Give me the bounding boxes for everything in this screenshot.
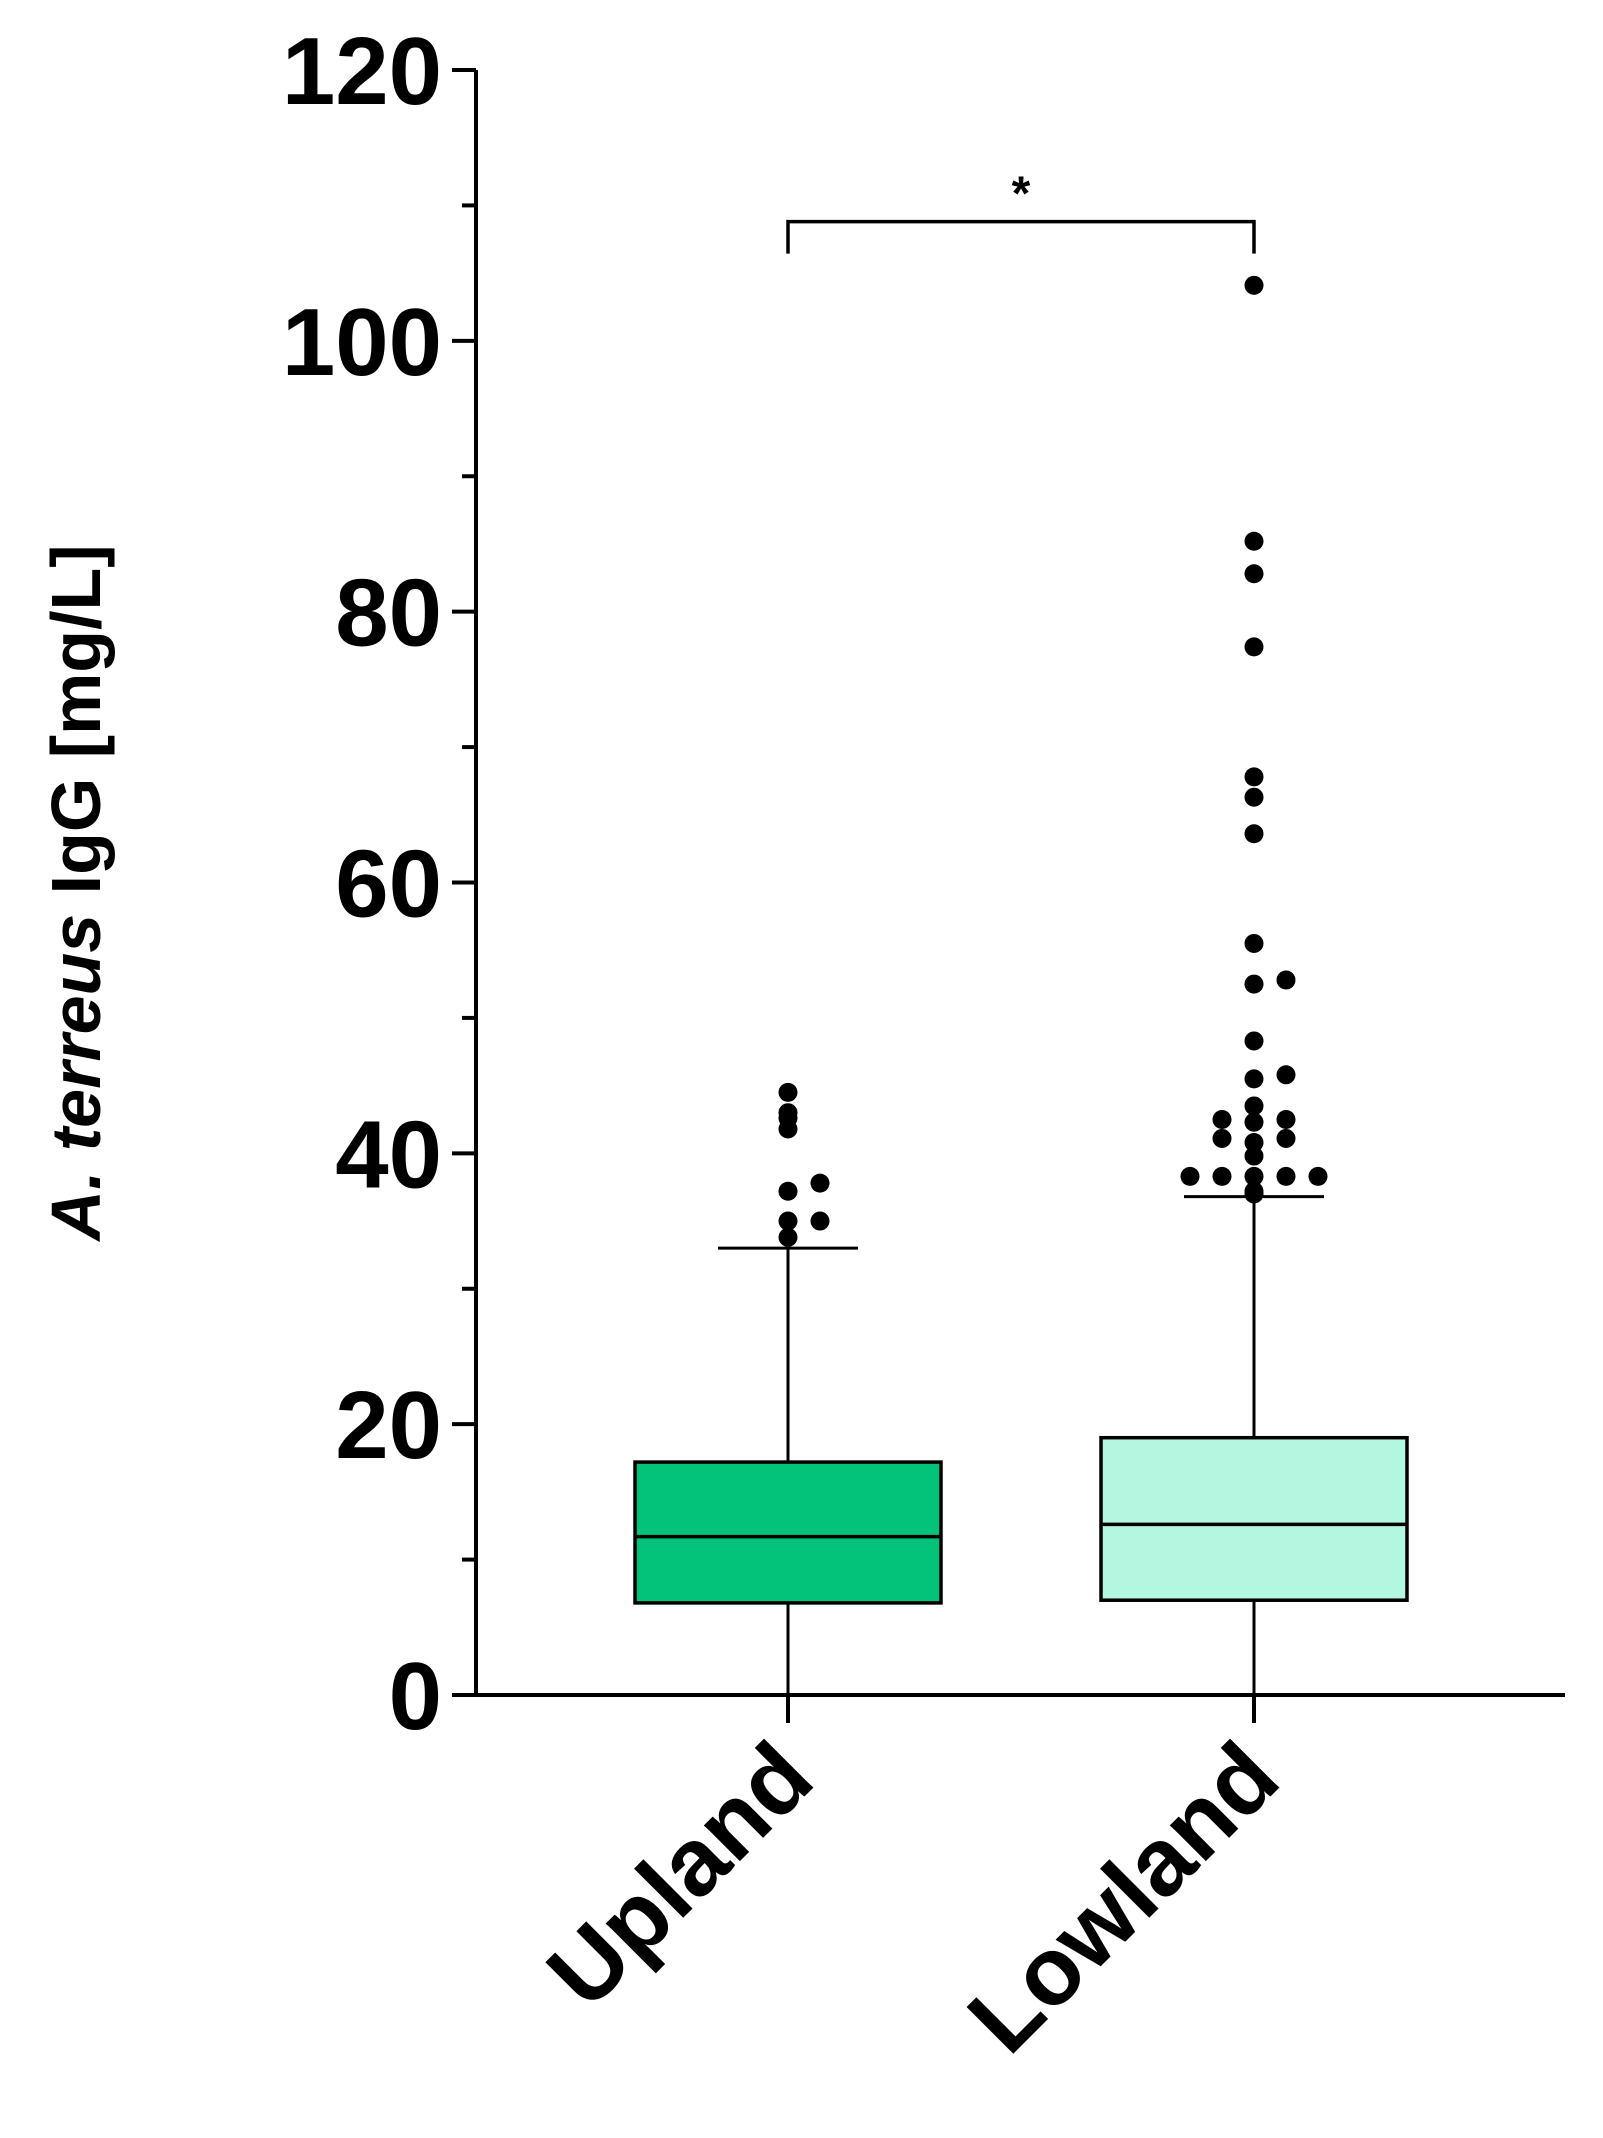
x-axis: Upland Lowland: [474, 1693, 1565, 2073]
outlier-point: [1244, 933, 1264, 953]
significance-label: *: [1012, 168, 1031, 221]
outlier-point: [1180, 1166, 1200, 1186]
outlier-point: [1244, 1112, 1264, 1132]
outlier-point: [1308, 1166, 1328, 1186]
boxes: [633, 275, 1409, 1695]
significance-line: [786, 219, 1256, 254]
y-tick-label: 60: [335, 831, 442, 938]
outlier-point: [1244, 275, 1264, 295]
outlier-point: [1276, 1065, 1296, 1085]
outlier-point: [1244, 637, 1264, 657]
y-axis-label-part: A. terreus: [37, 914, 115, 1243]
outlier-point: [1244, 974, 1264, 994]
outlier-point: [1244, 767, 1264, 787]
y-axis: 0 20 40 60 80 100 120: [282, 18, 478, 1750]
y-tick-label: 100: [282, 289, 442, 396]
outlier-point: [1244, 1146, 1264, 1166]
outlier-point: [1244, 1133, 1264, 1152]
iqr-box: [633, 1460, 943, 1605]
outlier-point: [1276, 1128, 1296, 1148]
outlier-point: [778, 1181, 798, 1201]
outlier-point: [1244, 787, 1264, 807]
box-lowland: [1099, 275, 1409, 1695]
outlier-point: [1276, 1109, 1296, 1129]
outlier-point: [778, 1227, 798, 1247]
y-ticks: 0 20 40 60 80 100 120: [282, 18, 476, 1750]
y-tick-label: 120: [282, 18, 442, 125]
outlier-point: [810, 1211, 830, 1231]
outlier-point: [778, 1211, 798, 1231]
iqr-box: [1099, 1435, 1409, 1602]
significance-bracket: *: [786, 168, 1256, 254]
outlier-point: [1212, 1128, 1232, 1148]
outlier-point: [810, 1173, 830, 1193]
outlier-point: [1212, 1166, 1232, 1186]
outlier-point: [1244, 1096, 1264, 1116]
outlier-point: [778, 1082, 798, 1102]
outlier-point: [1244, 564, 1264, 584]
outlier-point: [1244, 531, 1264, 551]
y-tick-label: 80: [335, 560, 442, 667]
y-axis-label-part: IgG [mg/L]: [37, 544, 115, 913]
outlier-point: [1276, 1166, 1296, 1186]
outlier-point: [1244, 1181, 1264, 1201]
x-tick-label-upland: Upland: [527, 1722, 833, 2028]
x-ticks: Upland Lowland: [527, 1695, 1299, 2073]
y-tick-label: 20: [335, 1372, 442, 1479]
outlier-point: [1244, 1031, 1264, 1051]
outlier-point: [1244, 824, 1264, 844]
outlier-point: [1212, 1109, 1232, 1129]
box-upland: [633, 1082, 943, 1695]
outlier-point: [1244, 1069, 1264, 1089]
x-tick-label-lowland: Lowland: [948, 1722, 1299, 2073]
y-axis-label: A. terreus IgG [mg/L]: [37, 544, 115, 1242]
outlier-point: [1276, 970, 1296, 990]
y-tick-label: 40: [335, 1101, 442, 1208]
outlier-point: [1244, 1166, 1264, 1186]
outlier-point: [778, 1103, 798, 1123]
y-tick-label: 0: [389, 1643, 442, 1750]
